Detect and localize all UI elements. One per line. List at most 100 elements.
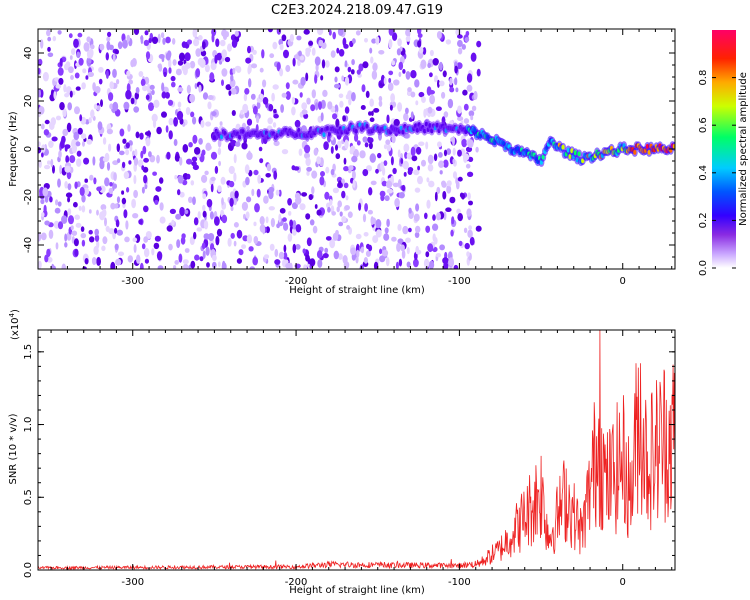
heatmap-cell: [66, 122, 72, 133]
heatmap-cell: [75, 86, 81, 91]
signal-point: [541, 154, 545, 160]
heatmap-cell: [375, 219, 382, 229]
heatmap-cell: [40, 39, 44, 49]
heatmap-cell: [67, 208, 72, 216]
heatmap-cell: [365, 90, 370, 98]
heatmap-cell: [454, 65, 458, 74]
heatmap-cell: [293, 54, 300, 60]
heatmap-cell: [250, 93, 256, 100]
heatmap-cell: [364, 142, 369, 148]
heatmap-cell: [292, 79, 299, 85]
heatmap-cell: [64, 233, 68, 242]
heatmap-cell: [317, 29, 324, 36]
snr-series-line: [38, 330, 675, 570]
heatmap-cell: [306, 97, 311, 105]
heatmap-cell: [243, 213, 246, 220]
signal-point: [577, 151, 581, 157]
heatmap-cell: [83, 157, 90, 165]
heatmap-cell: [117, 251, 125, 257]
heatmap-cell: [405, 29, 410, 37]
heatmap-cell: [96, 256, 101, 266]
heatmap-cell: [303, 113, 309, 119]
heatmap-cell: [414, 187, 421, 193]
heatmap-cell: [65, 61, 71, 68]
heatmap-cell: [432, 233, 436, 242]
heatmap-cell: [350, 69, 355, 75]
heatmap-cell: [101, 208, 107, 218]
heatmap-cell: [400, 158, 404, 164]
heatmap-cell: [217, 261, 221, 268]
heatmap-cell: [114, 227, 118, 234]
heatmap-cell: [215, 235, 220, 246]
heatmap-cell: [214, 54, 218, 64]
heatmap-cell: [466, 84, 473, 92]
heatmap-cell: [369, 98, 375, 107]
heatmap-cell: [319, 176, 325, 186]
heatmap-cell: [38, 58, 43, 66]
heatmap-cell: [125, 220, 129, 230]
heatmap-cell: [153, 242, 160, 250]
heatmap-cell: [390, 156, 394, 166]
heatmap-cell: [231, 39, 238, 48]
heatmap-cell: [246, 118, 253, 126]
heatmap-cell: [331, 211, 337, 216]
heatmap-cell: [232, 67, 236, 75]
heatmap-cell: [73, 238, 79, 247]
heatmap-cell: [392, 167, 397, 175]
heatmap-cell: [81, 205, 86, 213]
heatmap-cell: [67, 197, 71, 203]
heatmap-cell: [67, 183, 72, 191]
heatmap-cell: [371, 217, 377, 225]
heatmap-cell: [451, 216, 455, 225]
x-tick-label: 0: [620, 276, 626, 287]
heatmap-cell: [62, 128, 69, 137]
heatmap-cell: [283, 222, 289, 231]
heatmap-cell: [425, 225, 431, 233]
heatmap-cell: [339, 211, 343, 217]
heatmap-cell: [296, 35, 302, 41]
heatmap-cell: [154, 235, 161, 242]
heatmap-cell: [212, 261, 217, 269]
heatmap-cell: [267, 29, 273, 33]
heatmap-cell: [132, 213, 139, 219]
y-tick-label: 0: [23, 146, 34, 152]
heatmap-cell: [44, 220, 50, 226]
heatmap-cell: [162, 37, 166, 45]
heatmap-cell: [119, 128, 125, 137]
heatmap-cell: [61, 263, 67, 269]
heatmap-cell: [351, 92, 356, 102]
heatmap-cell: [109, 182, 113, 187]
heatmap-cell: [236, 229, 243, 239]
heatmap-cell: [350, 145, 356, 152]
snr-y-ticks: 0.0 0.5 1.0 1.5: [23, 336, 675, 578]
heatmap-cell: [397, 224, 402, 231]
heatmap-cell: [375, 36, 380, 45]
heatmap-cell: [358, 202, 362, 211]
heatmap-cell: [337, 29, 344, 36]
heatmap-cell: [427, 163, 434, 172]
heatmap-cell: [439, 80, 445, 87]
heatmap-cell: [64, 242, 68, 248]
heatmap-cell: [303, 264, 308, 269]
heatmap-cell: [143, 157, 150, 163]
heatmap-cell: [62, 108, 67, 117]
heatmap-cell: [157, 265, 164, 269]
heatmap-cell: [311, 47, 316, 56]
heatmap-cell: [168, 67, 172, 74]
heatmap-cell: [105, 52, 110, 61]
heatmap-cell: [74, 181, 78, 189]
heatmap-cell: [396, 242, 401, 252]
heatmap-cell: [53, 220, 60, 229]
heatmap-cell: [199, 256, 204, 262]
heatmap-cell: [401, 249, 406, 259]
signal-track: [211, 119, 675, 167]
heatmap-cell: [466, 73, 473, 83]
heatmap-cell: [123, 101, 130, 110]
heatmap-cell: [126, 70, 131, 77]
heatmap-cell: [230, 139, 237, 147]
heatmap-cell: [325, 236, 332, 241]
heatmap-cell: [272, 122, 277, 128]
heatmap-cell: [250, 63, 258, 69]
heatmap-cell: [316, 209, 322, 216]
